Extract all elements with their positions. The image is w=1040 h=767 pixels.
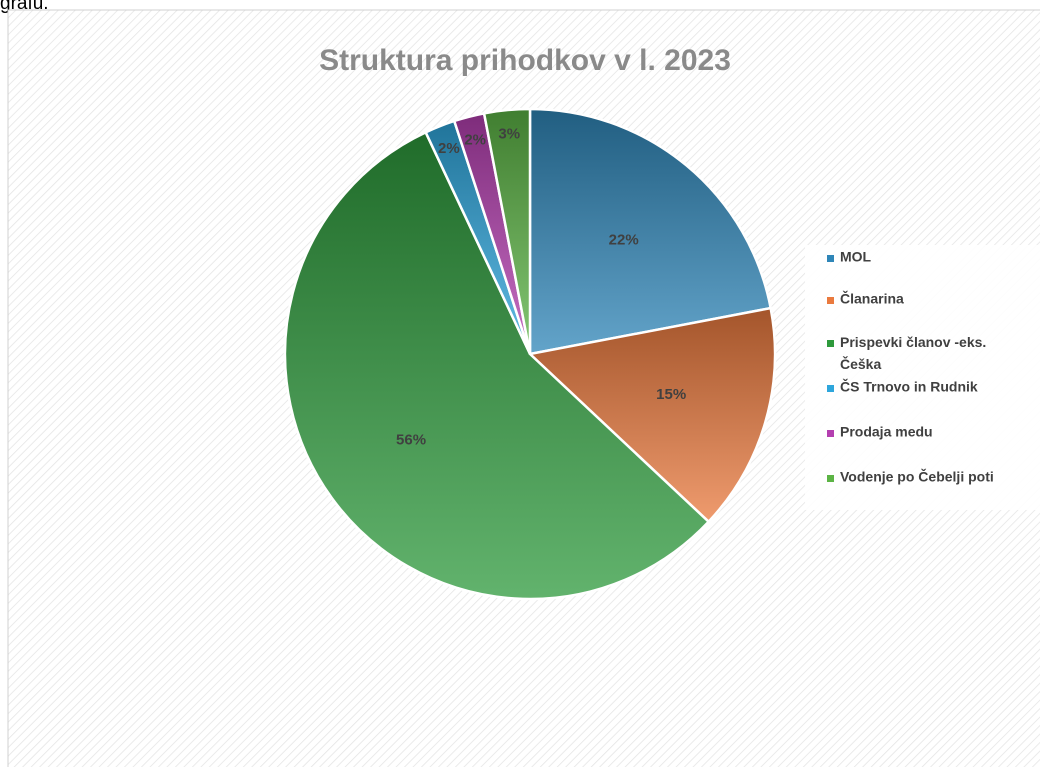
data-label: 15%: [656, 386, 686, 403]
legend-swatch: [827, 255, 834, 262]
legend-label: Članarina: [840, 290, 904, 307]
legend-label: Prispevki članov -eks. Češka: [840, 334, 986, 372]
data-label: 2%: [464, 131, 486, 148]
pie-slice: [283, 130, 711, 601]
legend-swatch: [827, 430, 834, 437]
data-label: 22%: [609, 232, 639, 249]
pie-slice: [528, 107, 773, 356]
chart-title: Struktura prihodkov v l. 2023: [319, 44, 731, 77]
data-label: 2%: [438, 140, 460, 157]
legend-box: [805, 245, 1040, 510]
legend-swatch: [827, 385, 834, 392]
legend-swatch: [827, 297, 834, 304]
legend-label: ČS Trnovo in Rudnik: [840, 378, 978, 395]
legend-swatch: [827, 340, 834, 347]
legend-swatch: [827, 475, 834, 482]
pie-slice: [527, 306, 777, 524]
legend-label: Vodenje po Čebelji poti: [840, 468, 994, 485]
data-label: 56%: [396, 431, 426, 448]
legend-label: Prodaja medu: [840, 424, 933, 440]
pie-slice: [482, 107, 532, 355]
data-label: 3%: [498, 125, 520, 142]
legend-label: MOL: [840, 249, 872, 265]
